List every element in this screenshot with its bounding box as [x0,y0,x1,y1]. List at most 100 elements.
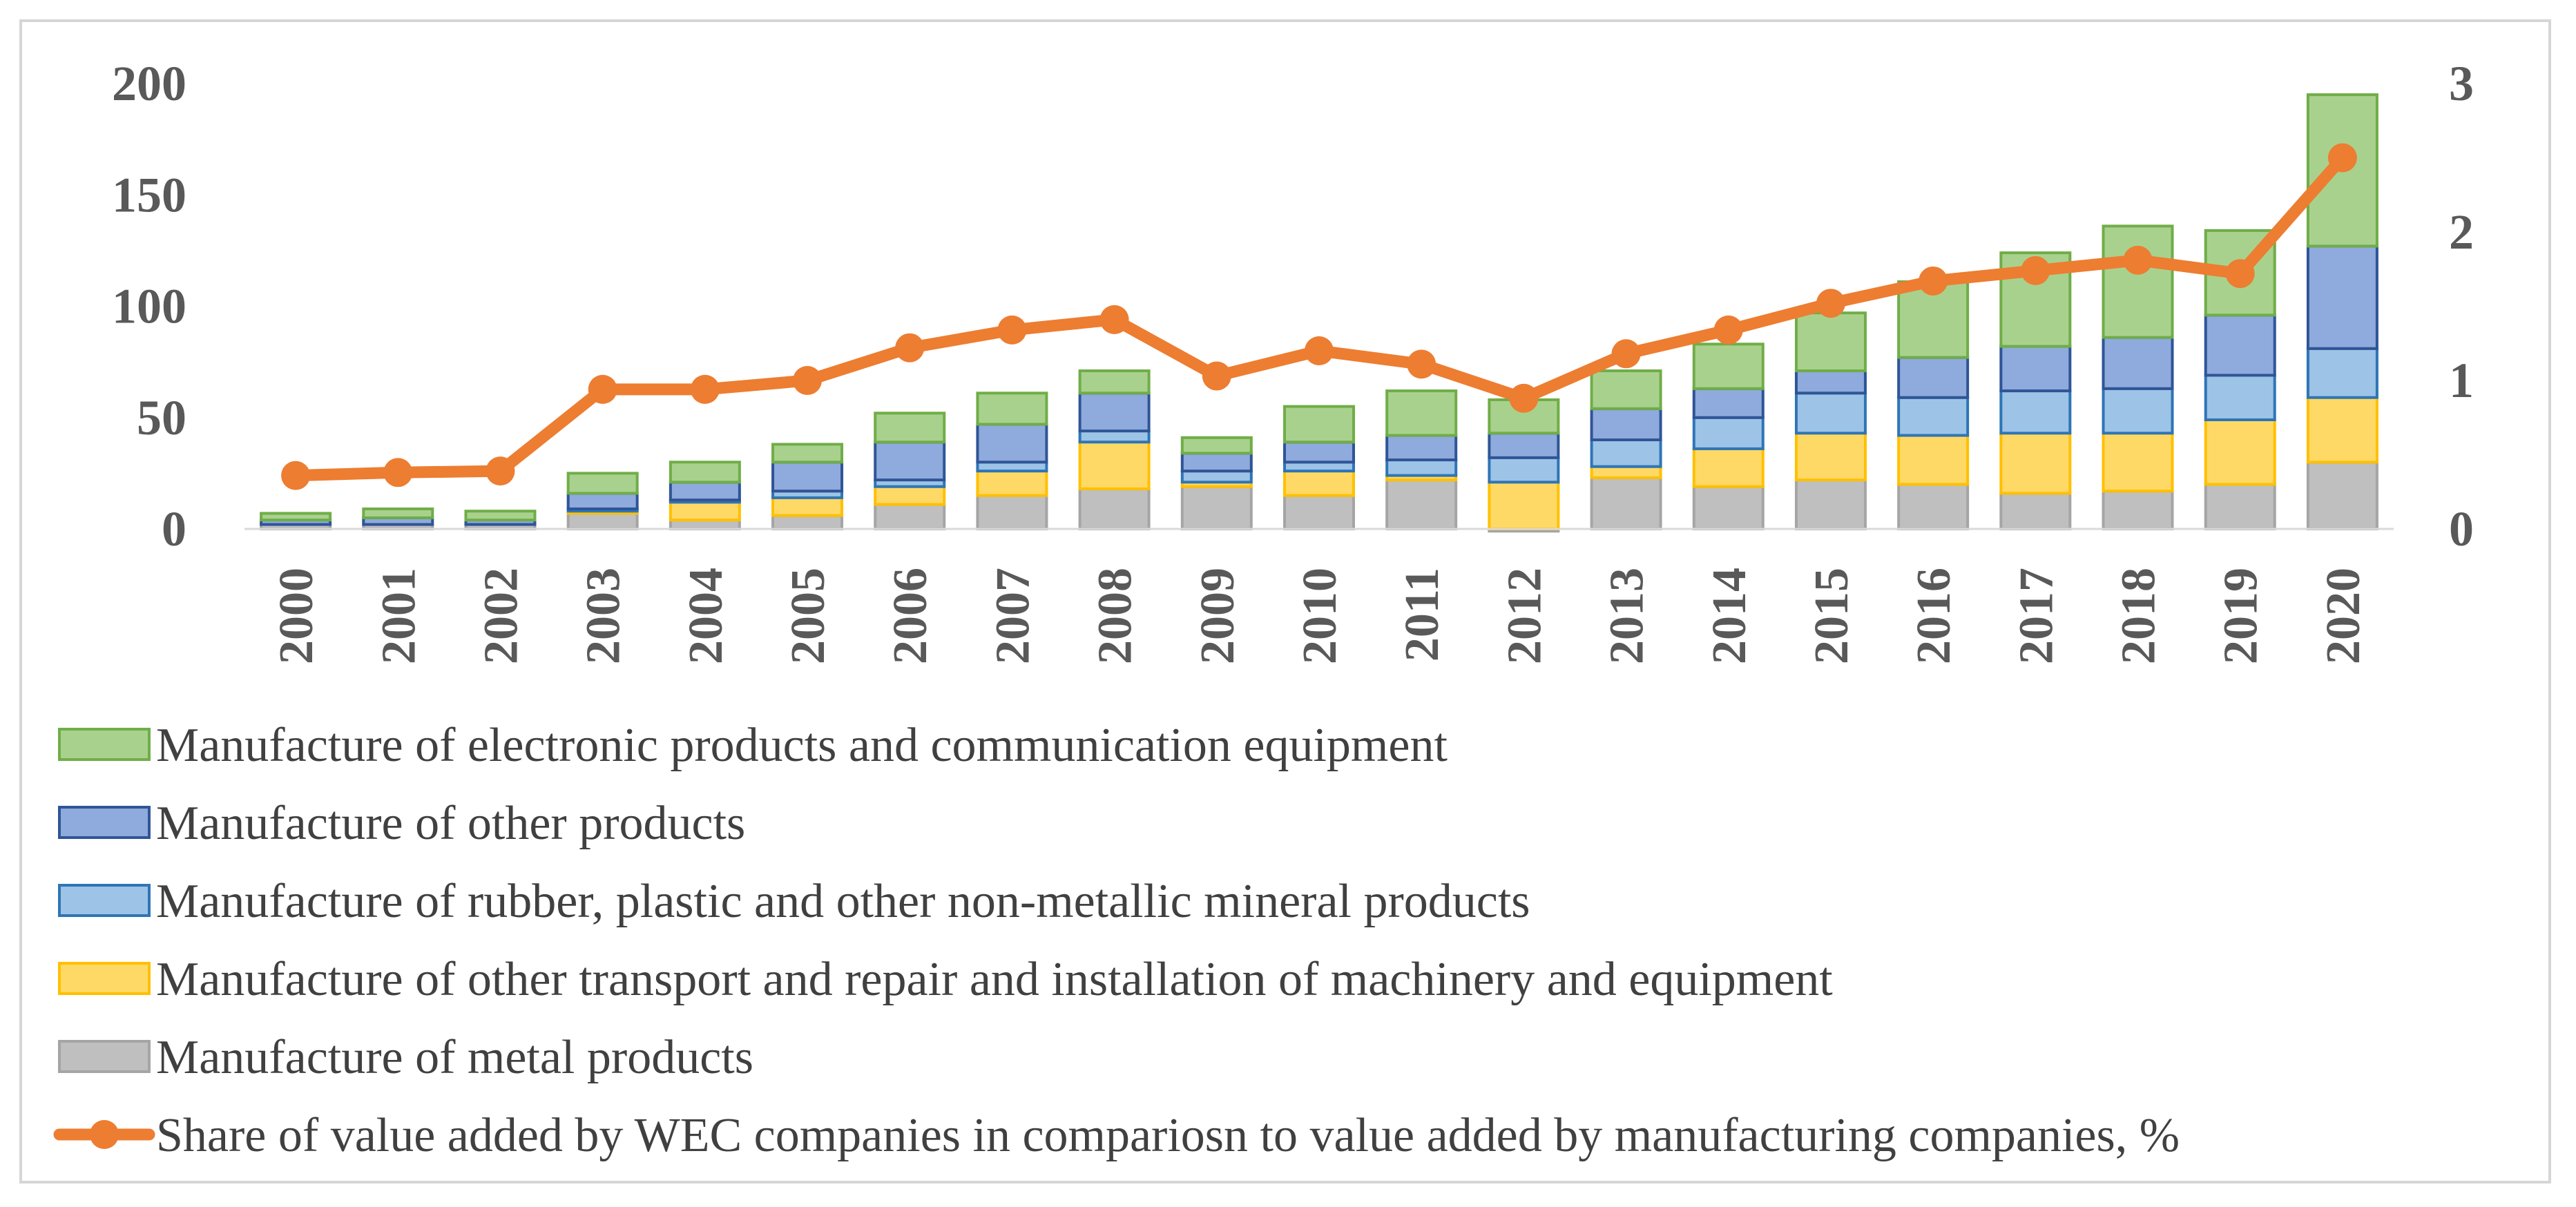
share-point-2006 [895,333,925,363]
bar-2009-series-4 [1180,436,1253,455]
bar-2004-series-3 [669,481,741,502]
share-point-2005 [793,366,823,395]
bar-2008-series-0 [1078,487,1151,531]
bar-2000-series-4 [260,512,332,522]
x-tick-label-2003: 2003 [577,568,631,664]
legend-label-3: Manufacture of rubber, plastic and other… [156,875,1530,928]
bar-2020-series-0 [2306,461,2378,530]
bar-2008-series-4 [1078,369,1151,395]
bar-2005-series-0 [771,514,844,531]
bar-2013-series-4 [1590,369,1662,410]
share-point-2015 [1816,289,1845,318]
bar-2001-series-4 [362,507,434,519]
bar-2013-series-0 [1590,476,1662,531]
bar-2012-series-3 [1488,432,1560,459]
bar-2012-series-1 [1488,481,1560,531]
legend: Manufacture of electronic products and c… [53,719,2180,1162]
bar-2016-series-1 [1897,434,1970,486]
x-tick-label-2007: 2007 [986,568,1039,664]
bar-2015-series-4 [1794,311,1867,373]
share-point-2003 [588,374,617,404]
share-point-2018 [2123,245,2153,275]
bar-2010-series-3 [1283,441,1355,464]
x-tick-label-2008: 2008 [1089,568,1142,664]
bar-2004-series-4 [669,461,741,484]
bar-2007-series-4 [976,392,1048,426]
x-tick-label-2014: 2014 [1703,568,1756,664]
y-tick-label: 150 [112,167,186,222]
x-tick-label-2000: 2000 [270,568,323,664]
share-point-2014 [1713,315,1743,345]
bar-2019-series-2 [2204,374,2276,421]
bar-2019-series-3 [2204,313,2276,377]
bar-2005-series-4 [771,443,844,464]
bar-2007-series-1 [976,470,1048,497]
bar-2003-series-0 [566,512,639,530]
bar-2011-series-2 [1385,458,1458,477]
x-tick-label-2020: 2020 [2317,568,2370,664]
y-tick-label: 0 [162,501,186,557]
bar-2018-series-3 [2102,336,2174,390]
bar-2010-series-4 [1283,405,1355,444]
bar-2020-series-1 [2306,396,2378,464]
bar-2003-series-4 [566,472,639,495]
legend-label-4: Manufacture of other transport and repai… [156,953,1833,1006]
y-tick-label: 100 [112,279,186,334]
legend-label-1: Manufacture of electronic products and c… [156,719,1448,772]
bar-2009-series-0 [1180,485,1253,530]
bar-2006-series-1 [874,485,946,506]
y2-tick-label: 2 [2449,204,2474,260]
bar-2017-series-3 [1999,345,2072,393]
bar-2009-series-2 [1180,470,1253,484]
category-axis-ticks: 2000 2001 2002 2003 2004 2005 2006 2007 2008 2009… [270,568,2370,664]
bar-2004-series-1 [669,501,741,522]
bar-2016-series-3 [1897,356,1970,399]
y-tick-label: 200 [112,56,186,111]
share-point-2012 [1509,383,1539,413]
bar-2018-series-0 [2102,490,2174,530]
bar-2006-series-3 [874,441,946,482]
bar-2013-series-1 [1590,465,1662,479]
x-tick-label-2011: 2011 [1396,568,1449,662]
bar-2008-series-1 [1078,441,1151,490]
bar-2013-series-2 [1590,438,1662,468]
legend-swatch-manufacture-of-electronic-products-and-communication-equipment [58,728,151,761]
legend-swatch-manufacture-of-metal-products [58,1040,151,1073]
x-tick-label-2013: 2013 [1601,568,1654,664]
bar-2014-series-2 [1692,416,1765,450]
x-tick-label-2016: 2016 [1907,568,1961,664]
bar-2018-series-1 [2102,432,2174,493]
share-point-2019 [2225,259,2255,289]
legend-label-2: Manufacture of other products [156,797,745,850]
bar-2010-series-0 [1283,494,1355,530]
bar-2015-series-3 [1794,369,1867,395]
bar-2014-series-0 [1692,485,1765,530]
bar-2012-series-2 [1488,456,1560,484]
y2-tick-label: 1 [2449,353,2474,408]
x-tick-label-2009: 2009 [1191,568,1244,664]
bar-2003-series-3 [566,492,639,510]
legend-label-6: Share of value added by WEC companies in… [156,1109,2180,1162]
x-tick-label-2005: 2005 [782,568,835,664]
share-point-2002 [486,456,515,486]
bar-2019-series-0 [2204,483,2276,530]
x-tick-label-2001: 2001 [372,568,425,664]
bar-2002-series-4 [464,510,537,522]
bar-2017-series-2 [1999,389,2072,435]
bar-2010-series-1 [1283,470,1355,497]
legend-swatch-manufacture-of-other-products [58,806,151,839]
share-point-2010 [1305,336,1334,365]
bar-2014-series-1 [1692,447,1765,488]
share-point-2017 [2021,255,2050,285]
bar-2006-series-0 [874,503,946,531]
bar-2016-series-2 [1897,396,1970,437]
y2-tick-label: 3 [2449,56,2474,111]
bar-2017-series-1 [1999,432,2072,495]
bar-2020-series-3 [2306,244,2378,350]
share-point-2011 [1407,349,1436,379]
bar-2014-series-4 [1692,342,1765,390]
bar-2015-series-1 [1794,432,1867,482]
y-tick-label: 50 [137,390,186,445]
